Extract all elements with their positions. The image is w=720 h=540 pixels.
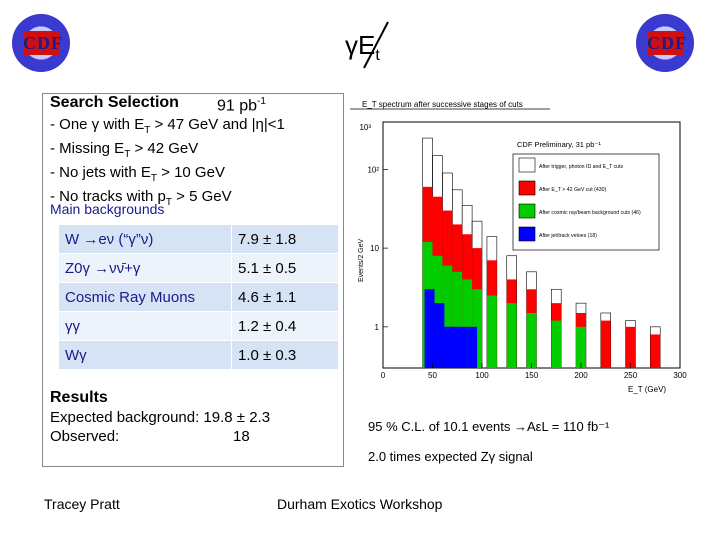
table-row: Cosmic Ray Muons 4.6 ± 1.1: [58, 282, 339, 312]
title-gamma: γ: [345, 30, 358, 60]
results-title: Results: [50, 389, 108, 406]
chart-annotation: CDF Preliminary, 31 pb⁻¹: [517, 140, 601, 149]
y-tick-label: 10³: [359, 123, 371, 132]
footer-workshop: Durham Exotics Workshop: [277, 496, 443, 512]
chart-bar: [462, 279, 473, 368]
cdf-logo-right-text: CDF: [647, 31, 687, 55]
chart-title: E_T spectrum after successive stages of …: [362, 100, 523, 109]
legend-label: After trigger, photon ID and E_T cuts: [539, 164, 624, 170]
chart-bar: [457, 326, 468, 368]
chart-bar: [625, 326, 636, 368]
cdf-logo-left-text: CDF: [23, 31, 63, 55]
chart-bar: [434, 303, 445, 368]
y-tick-label: 10²: [367, 165, 379, 174]
expected-background: Expected background: 19.8 ± 2.3: [50, 409, 271, 426]
observed-label: Observed:: [50, 428, 120, 445]
table-row: Z0γ →νν̄+γ 5.1 ± 0.5: [58, 253, 339, 283]
cl-note: 95 % C.L. of 10.1 events →AεL = 110 fb⁻¹: [368, 419, 610, 434]
bg-process: Z0γ →νν̄+γ: [58, 253, 232, 283]
bg-process: γγ: [58, 311, 232, 341]
selection-title: Search Selection: [50, 94, 179, 111]
chart-bar: [442, 265, 453, 368]
chart-legend: [512, 153, 660, 251]
selection-cuts: - One γ with ET > 47 GeV and |η|<1 - Mis…: [50, 116, 285, 212]
missing-slash-icon: [363, 21, 389, 69]
chart-bar: [449, 326, 460, 368]
x-tick-label: 100: [475, 371, 489, 380]
bg-value: 1.0 ± 0.3: [231, 340, 339, 370]
legend-swatch: [518, 180, 536, 196]
cut-missing-et: - Missing ET > 42 GeV: [50, 140, 199, 160]
observed-value: 18: [233, 428, 250, 445]
table-row: W →eν (“γ”ν) 7.9 ± 1.8: [58, 224, 339, 254]
bg-process: Wγ: [58, 340, 232, 370]
bg-process: W →eν (“γ”ν): [58, 224, 232, 254]
cdf-logo-right: CDF: [636, 14, 694, 72]
legend-label: After E_T > 42 GeV cut (430): [539, 187, 607, 193]
cut-tracks: - No tracks with pT > 5 GeV: [50, 188, 232, 208]
y-tick-label: 1: [375, 323, 380, 332]
chart-bar: [526, 312, 537, 368]
chart-bar: [429, 303, 440, 368]
legend-swatch: [518, 203, 536, 219]
cut-jets: - No jets with ET > 10 GeV: [50, 164, 225, 184]
table-row: Wγ 1.0 ± 0.3: [58, 340, 339, 370]
legend-swatch: [518, 226, 536, 242]
legend-swatch: [518, 157, 536, 173]
x-tick-label: 300: [673, 371, 687, 380]
bg-process: Cosmic Ray Muons: [58, 282, 232, 312]
bg-value: 7.9 ± 1.8: [231, 224, 339, 254]
bg-value: 5.1 ± 0.5: [231, 253, 339, 283]
cdf-logo-left: CDF: [12, 14, 70, 72]
bg-value: 4.6 ± 1.1: [231, 282, 339, 312]
x-tick-label: 0: [381, 371, 386, 380]
chart-bar: [576, 326, 586, 368]
chart-ylabel: Events/2 GeV: [358, 238, 365, 282]
chart-xlabel: E_T (GeV): [628, 385, 666, 394]
signal-note: 2.0 times expected Zγ signal: [368, 449, 533, 464]
title-sub: t: [375, 47, 380, 65]
chart-bar: [486, 295, 497, 368]
bg-value: 1.2 ± 0.4: [231, 311, 339, 341]
chart-bar: [551, 320, 562, 368]
selection-lumi: 91 pb-1: [217, 96, 266, 115]
y-tick-label: 10: [370, 244, 379, 253]
backgrounds-table: W →eν (“γ”ν) 7.9 ± 1.8 Z0γ →νν̄+γ 5.1 ± 0.…: [58, 224, 339, 370]
cut-photon: - One γ with ET > 47 GeV and |η|<1: [50, 116, 285, 136]
legend-label: After jet/track vetoes (18): [539, 233, 597, 239]
chart-bar: [650, 334, 661, 368]
table-row: γγ 1.2 ± 0.4: [58, 311, 339, 341]
chart-bar: [600, 320, 611, 368]
x-tick-label: 250: [624, 371, 638, 380]
legend-label: After cosmic ray/beam background cuts (4…: [539, 210, 641, 216]
x-tick-label: 200: [574, 371, 588, 380]
backgrounds-title: Main backgrounds: [50, 201, 165, 217]
chart-bar: [452, 271, 463, 368]
x-tick-label: 150: [525, 371, 539, 380]
footer-author: Tracey Pratt: [44, 496, 120, 512]
chart-bar: [506, 303, 517, 368]
selection-panel: [42, 93, 344, 467]
x-tick-label: 50: [428, 371, 437, 380]
chart-bar: [467, 326, 478, 368]
et-spectrum-chart: E_T spectrum after successive stages of …: [345, 92, 690, 412]
